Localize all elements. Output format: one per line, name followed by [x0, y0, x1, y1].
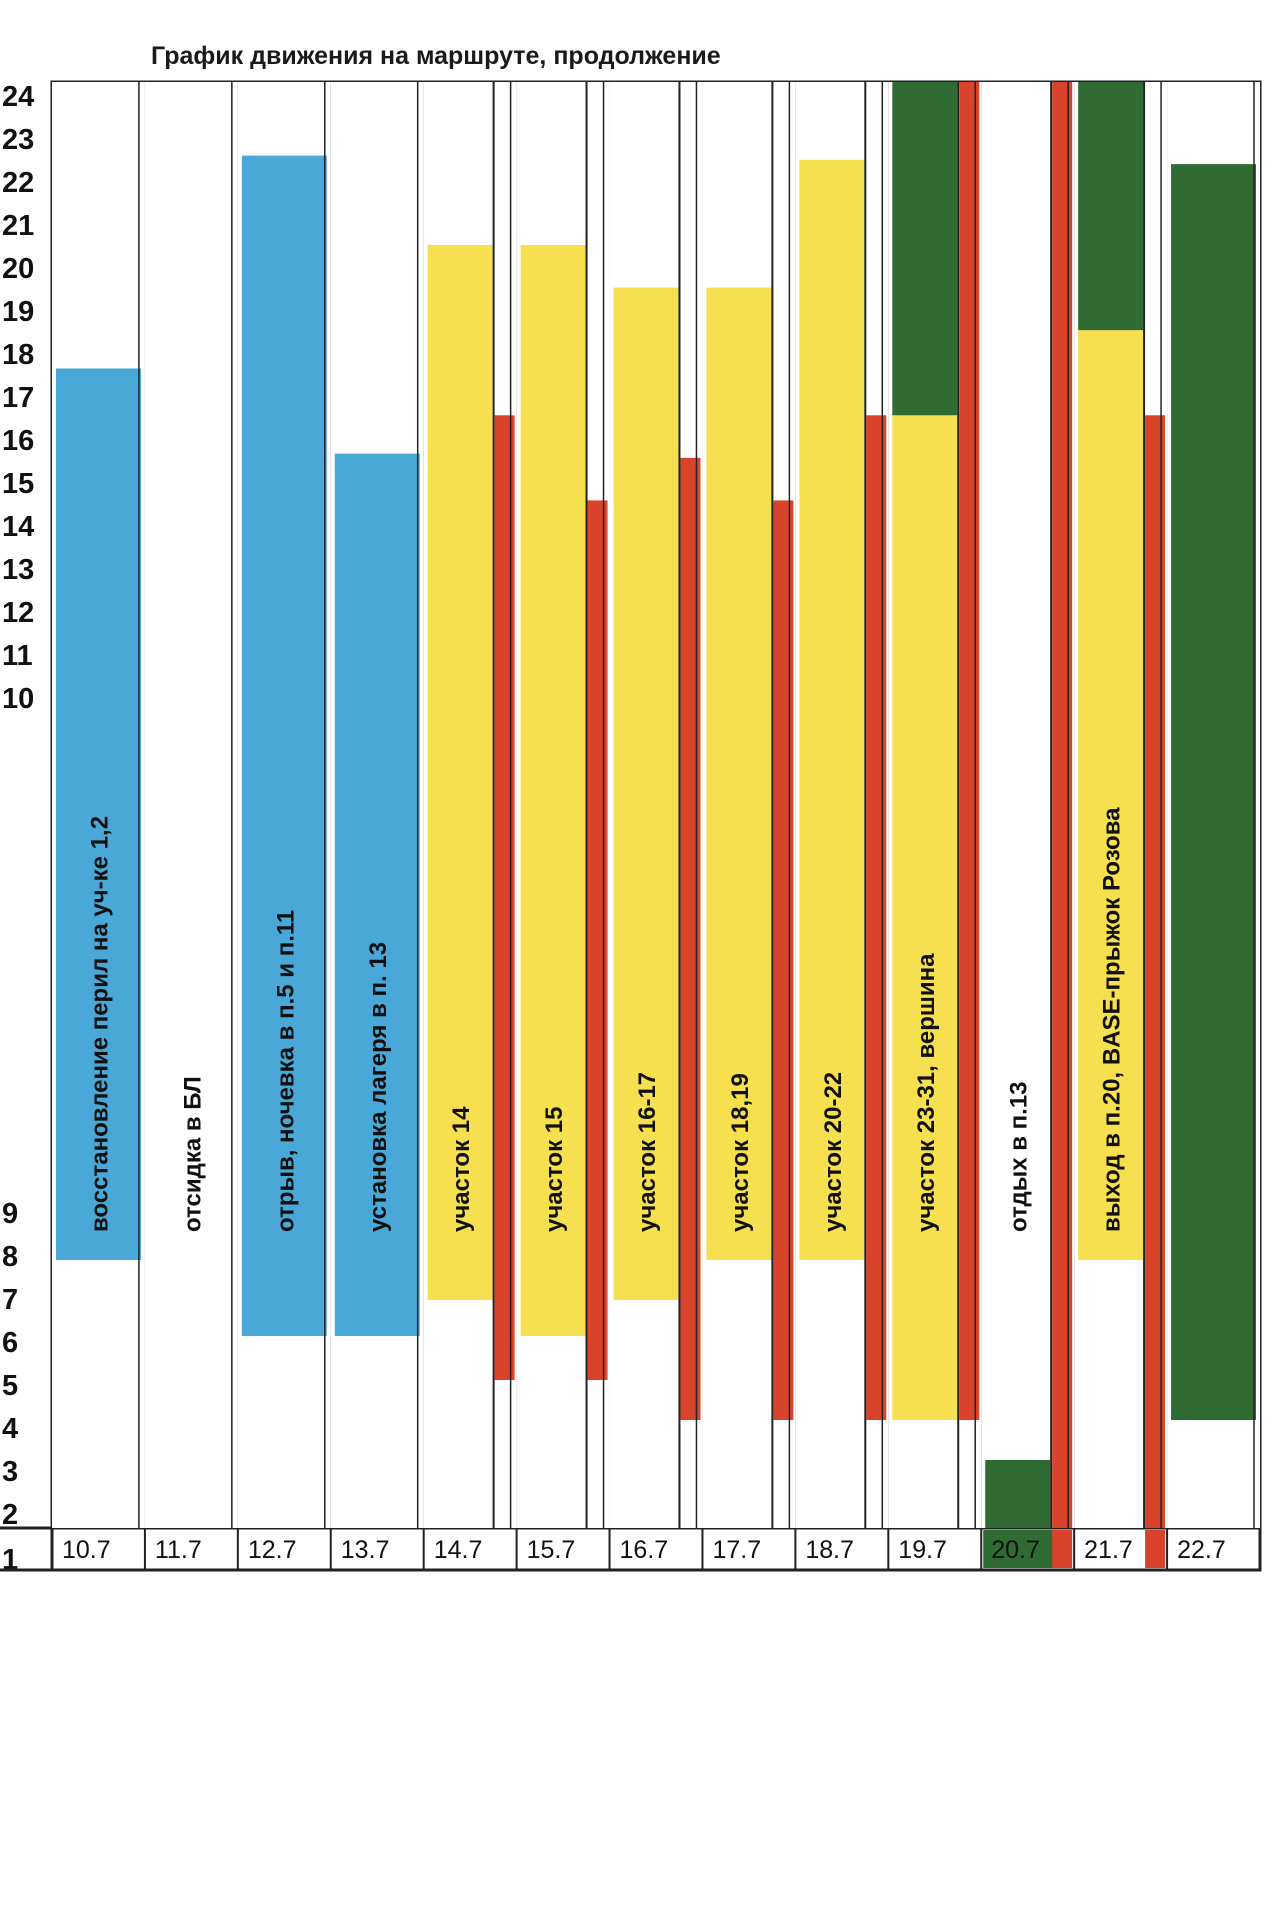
date-label: 11.7 [155, 1536, 202, 1564]
day-column: участок 23-31, вершина [888, 82, 982, 1528]
hour-label: 2 [2, 1499, 18, 1531]
column-label: участок 18,19 [727, 1073, 754, 1232]
day-column: восстановление перил на уч-ке 1,2 [52, 82, 145, 1528]
day-column: участок 15 [516, 82, 610, 1528]
activity-bar [799, 159, 865, 1260]
date-label: 12.7 [248, 1536, 297, 1564]
date-label: 17.7 [712, 1536, 761, 1564]
alt-activity-bar [587, 500, 608, 1380]
hour-label: 16 [2, 425, 34, 457]
activity-bar [241, 155, 327, 1337]
hour-label: 10 [2, 683, 34, 715]
chart-title: График движения на маршруте, продолжение [151, 42, 721, 70]
day-column: участок 20-22 [795, 82, 889, 1528]
date-label: 21.7 [1084, 1536, 1133, 1564]
hour-label: 9 [2, 1198, 18, 1230]
day-column: отсидка в БЛ [144, 82, 238, 1528]
hour-label: 18 [2, 339, 34, 371]
date-label: 14.7 [434, 1536, 483, 1564]
activity-bar [613, 287, 679, 1301]
hour-label: 6 [2, 1327, 18, 1359]
hour-label: 7 [2, 1284, 18, 1316]
day-columns: восстановление перил на уч-ке 1,2 отсидка… [52, 82, 1260, 1529]
activity-bar [1171, 164, 1256, 1421]
date-label: 18.7 [805, 1536, 854, 1564]
hour-label: 3 [2, 1456, 18, 1488]
alt-activity-bar [773, 500, 794, 1420]
column-label: участок 14 [448, 1106, 475, 1232]
day-column: установка лагеря в п. 13 [330, 82, 424, 1528]
activity-bar [56, 368, 141, 1260]
alt-activity-bar [680, 457, 701, 1420]
day-column: отрыв, ночевка в п.5 и п.11 [237, 82, 331, 1528]
day-column [1167, 82, 1260, 1528]
date-label: 10.7 [62, 1536, 111, 1564]
hour-label: 1 [2, 1544, 18, 1576]
column-label: участок 15 [541, 1107, 568, 1232]
activity-bar [706, 287, 772, 1261]
hour-label: 14 [2, 511, 34, 543]
column-label: участок 16-17 [634, 1072, 661, 1232]
hour-label: 23 [2, 124, 34, 156]
alt-activity-bar [494, 415, 515, 1380]
activity-bar [427, 245, 493, 1300]
alt-activity-bar [866, 415, 887, 1420]
activity-bar [892, 415, 958, 1420]
hour-label: 20 [2, 253, 34, 285]
column-label: отрыв, ночевка в п.5 и п.11 [272, 910, 299, 1232]
column-label: выход в п.20, BASE-прыжок Розова [1099, 807, 1126, 1232]
hour-label: 5 [2, 1370, 18, 1402]
column-label: участок 20-22 [820, 1072, 847, 1232]
day-column: участок 14 [423, 82, 517, 1528]
column-label: отдых в п.13 [1006, 1081, 1033, 1232]
hour-label: 12 [2, 597, 34, 629]
activity-bar [985, 1460, 1051, 1528]
column-label: отсидка в БЛ [179, 1076, 206, 1232]
day-column: отдых в п.13 [981, 82, 1075, 1528]
day-column: участок 16-17 [609, 82, 703, 1528]
activity-bar [520, 245, 586, 1336]
hour-label: 15 [2, 468, 34, 500]
hour-label: 11 [2, 640, 33, 672]
alt-activity-bar [959, 82, 980, 1420]
date-row: 10.7 11.7 12.7 13.7 14.7 15.7 16.7 17.7 18.7 19.7… [62, 1530, 1226, 1568]
activity-bar [334, 453, 420, 1337]
column-label: восстановление перил на уч-ке 1,2 [86, 816, 113, 1232]
hour-label: 21 [2, 210, 34, 242]
alt-activity-bar [1145, 415, 1166, 1529]
date-label: 13.7 [341, 1536, 390, 1564]
date-label: 22.7 [1177, 1536, 1226, 1564]
activity-bar [1078, 330, 1144, 1261]
hour-label: 13 [2, 554, 34, 586]
alt-activity-bar [1052, 82, 1073, 1528]
date-label: 15.7 [527, 1536, 576, 1564]
hour-label: 19 [2, 296, 34, 328]
hour-label: 22 [2, 167, 34, 199]
date-red-marker [1145, 1530, 1166, 1568]
hour-label: 24 [2, 81, 34, 113]
day-column: участок 18,19 [702, 82, 796, 1528]
column-background [144, 82, 238, 1528]
activity-bar [892, 82, 958, 416]
hour-label: 17 [2, 382, 34, 414]
column-label: установка лагеря в п. 13 [365, 942, 392, 1232]
day-column: выход в п.20, BASE-прыжок Розова [1074, 82, 1168, 1529]
column-label: участок 23-31, вершина [913, 953, 940, 1232]
date-label: 19.7 [898, 1536, 947, 1564]
activity-bar [1078, 82, 1144, 331]
hour-label: 8 [2, 1241, 18, 1273]
date-red-marker [1052, 1530, 1073, 1568]
date-label: 20.7 [991, 1536, 1040, 1564]
date-label: 16.7 [620, 1536, 669, 1564]
hour-label: 4 [2, 1413, 18, 1445]
